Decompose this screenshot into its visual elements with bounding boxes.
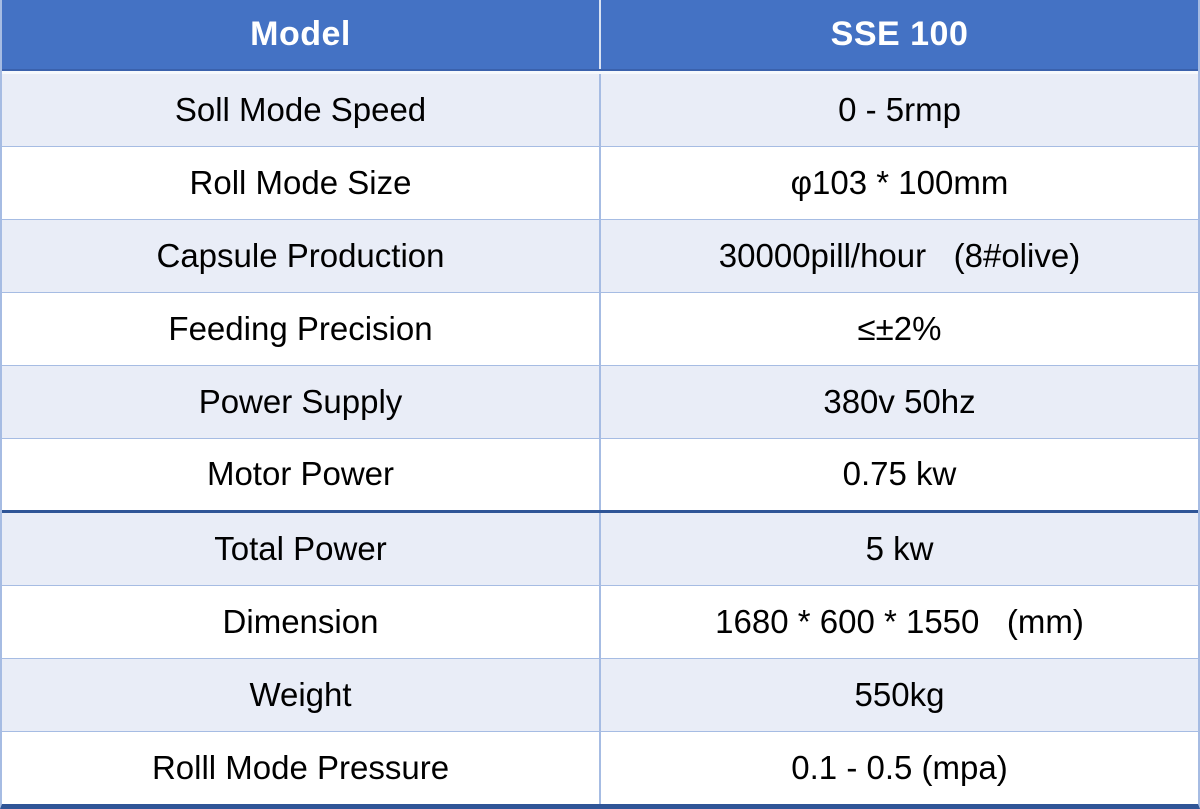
header-cell-model-value: SSE 100	[830, 15, 969, 53]
row-value: 0 - 5rmp	[838, 90, 961, 128]
row-value: 1680 * 600 * 1550 (mm)	[715, 603, 1084, 641]
row-value: 5 kw	[865, 530, 934, 568]
table-row: Rolll Mode Pressure 0.1 - 0.5 (mpa)	[2, 731, 1198, 804]
table-row: Total Power 5 kw	[2, 510, 1198, 586]
table-row: Roll Mode Size φ103 * 100mm	[2, 145, 1198, 219]
table-row: Feeding Precision ≤±2%	[2, 291, 1198, 365]
row-label: Capsule Production	[2, 219, 601, 292]
row-value: 380v 50hz	[823, 382, 976, 420]
row-value: φ103 * 100mm	[790, 163, 1009, 201]
row-label: Motor Power	[2, 438, 601, 511]
row-value: 30000pill/hour (8#olive)	[718, 236, 1081, 274]
row-label: Total Power	[2, 513, 601, 586]
row-label: Roll Mode Size	[2, 146, 601, 219]
row-value: 0.75 kw	[842, 455, 957, 493]
header-cell-model: Model	[2, 0, 601, 69]
table-row: Dimension 1680 * 600 * 1550 (mm)	[2, 585, 1198, 659]
table-row: Capsule Production 30000pill/hour (8#oli…	[2, 218, 1198, 292]
row-label: Power Supply	[2, 365, 601, 438]
table-row: Motor Power 0.75 kw	[2, 437, 1198, 511]
row-label: Weight	[2, 659, 601, 732]
row-label: Soll Mode Speed	[2, 74, 601, 146]
row-value: 0.1 - 0.5 (mpa)	[791, 749, 1008, 787]
row-label: Feeding Precision	[2, 292, 601, 365]
row-value: 550kg	[854, 676, 945, 714]
row-value: ≤±2%	[857, 309, 942, 347]
table-row: Weight 550kg	[2, 658, 1198, 732]
row-label: Dimension	[2, 586, 601, 659]
table-row: Soll Mode Speed 0 - 5rmp	[2, 71, 1198, 146]
row-label: Rolll Mode Pressure	[2, 732, 601, 804]
table-header-row: Model SSE 100	[2, 0, 1198, 71]
table-row: Power Supply 380v 50hz	[2, 364, 1198, 438]
